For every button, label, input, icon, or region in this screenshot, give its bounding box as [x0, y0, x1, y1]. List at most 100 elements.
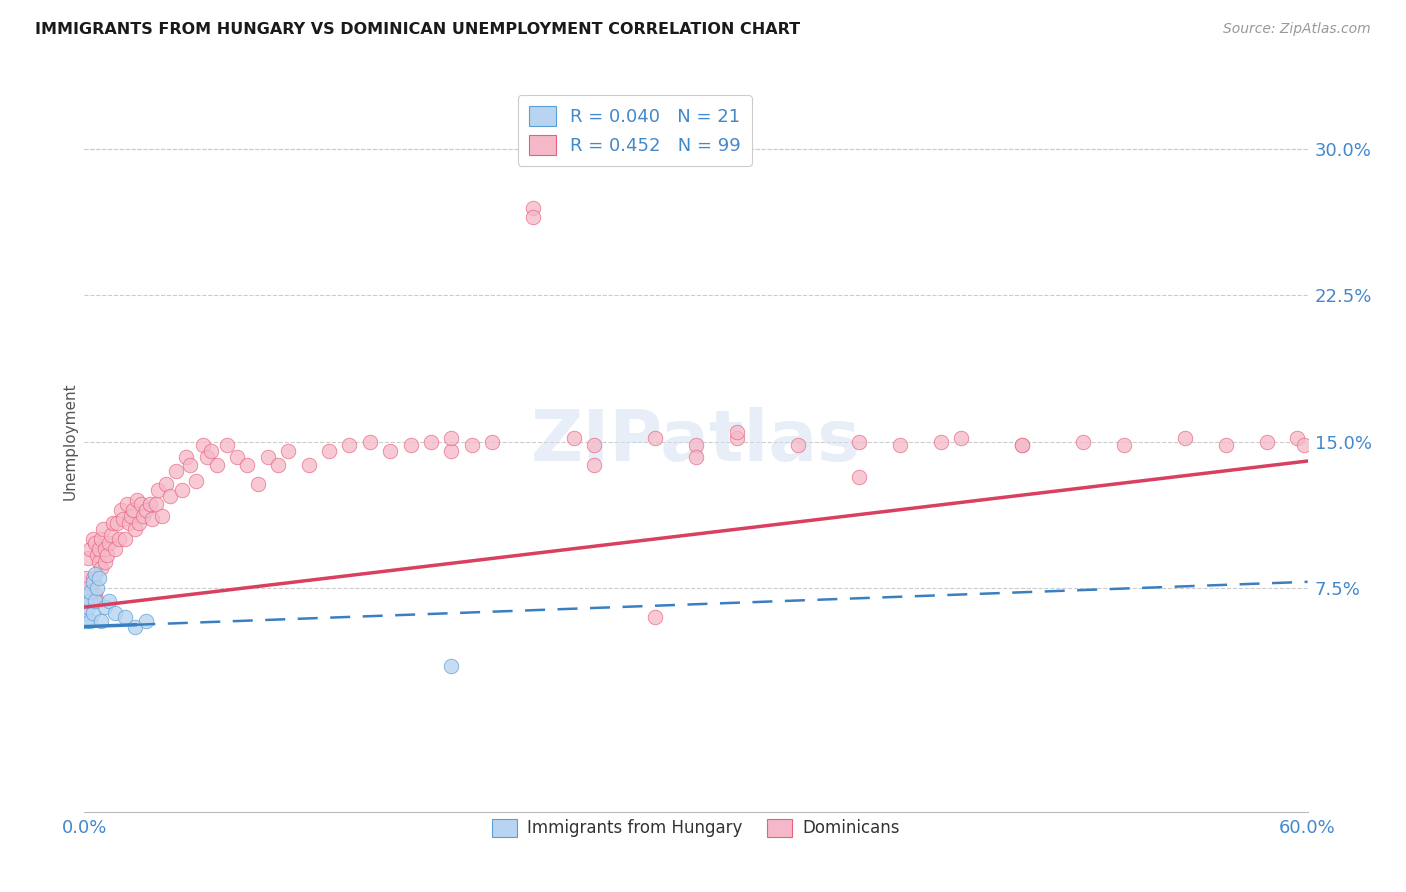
Point [87, 541, 110, 556]
Point [420, 434, 443, 449]
Point [104, 541, 127, 556]
Point [90, 614, 112, 628]
Point [122, 502, 145, 516]
Point [100, 528, 122, 542]
Point [114, 610, 136, 624]
Point [114, 532, 136, 546]
Point [77, 591, 100, 605]
Point [1286, 431, 1309, 445]
Point [1174, 431, 1197, 445]
Point [86, 594, 108, 608]
Point [236, 458, 259, 472]
Point [1011, 438, 1033, 452]
Point [79, 584, 101, 599]
Point [165, 464, 187, 478]
Point [787, 438, 810, 452]
Point [79, 541, 101, 556]
Point [226, 450, 249, 464]
Point [87, 571, 110, 585]
Point [131, 497, 153, 511]
Point [1292, 438, 1315, 452]
Point [522, 201, 544, 215]
Point [135, 502, 157, 516]
Point [77, 600, 100, 615]
Legend: Immigrants from Hungary, Dominicans: Immigrants from Hungary, Dominicans [485, 812, 907, 844]
Point [75, 614, 97, 628]
Point [562, 431, 585, 445]
Point [104, 606, 127, 620]
Point [83, 586, 105, 600]
Point [172, 483, 194, 498]
Text: Source: ZipAtlas.com: Source: ZipAtlas.com [1223, 22, 1371, 37]
Point [83, 536, 105, 550]
Point [950, 431, 973, 445]
Point [120, 508, 142, 523]
Point [583, 458, 606, 472]
Text: ZIPatlas: ZIPatlas [531, 407, 860, 476]
Point [82, 571, 104, 585]
Point [257, 450, 280, 464]
Point [1256, 434, 1278, 449]
Point [461, 438, 484, 452]
Point [1073, 434, 1095, 449]
Point [97, 594, 120, 608]
Point [1011, 438, 1033, 452]
Point [132, 508, 155, 523]
Point [205, 458, 228, 472]
Point [685, 438, 707, 452]
Point [725, 431, 748, 445]
Point [146, 483, 169, 498]
Point [127, 493, 149, 508]
Point [440, 431, 463, 445]
Point [440, 444, 463, 458]
Point [96, 548, 118, 562]
Point [82, 532, 104, 546]
Point [644, 431, 666, 445]
Point [195, 450, 218, 464]
Point [93, 600, 115, 615]
Point [86, 581, 108, 595]
Point [440, 658, 463, 673]
Point [1215, 438, 1237, 452]
Point [848, 469, 870, 483]
Point [522, 211, 544, 225]
Point [75, 606, 97, 620]
Point [138, 497, 160, 511]
Point [200, 444, 222, 458]
Point [848, 434, 870, 449]
Point [399, 438, 422, 452]
Point [91, 522, 114, 536]
Point [79, 586, 101, 600]
Point [339, 438, 361, 452]
Text: IMMIGRANTS FROM HUNGARY VS DOMINICAN UNEMPLOYMENT CORRELATION CHART: IMMIGRANTS FROM HUNGARY VS DOMINICAN UNE… [35, 22, 800, 37]
Point [115, 497, 138, 511]
Point [186, 474, 208, 488]
Point [124, 522, 146, 536]
Point [82, 574, 104, 589]
Point [118, 516, 141, 531]
Point [101, 516, 124, 531]
Point [359, 434, 381, 449]
Point [217, 438, 239, 452]
Point [90, 532, 112, 546]
Point [1114, 438, 1136, 452]
Point [93, 555, 115, 569]
Point [298, 458, 321, 472]
Point [267, 458, 290, 472]
Point [155, 477, 177, 491]
Point [83, 567, 105, 582]
Point [105, 516, 128, 531]
Point [90, 561, 112, 575]
Point [135, 614, 157, 628]
Point [87, 555, 110, 569]
Point [246, 477, 269, 491]
Point [191, 438, 214, 452]
Point [79, 614, 101, 628]
Point [79, 594, 101, 608]
Point [82, 606, 104, 620]
Y-axis label: Unemployment: Unemployment [62, 383, 77, 500]
Point [86, 548, 108, 562]
Point [150, 508, 173, 523]
Point [685, 450, 707, 464]
Point [77, 551, 100, 566]
